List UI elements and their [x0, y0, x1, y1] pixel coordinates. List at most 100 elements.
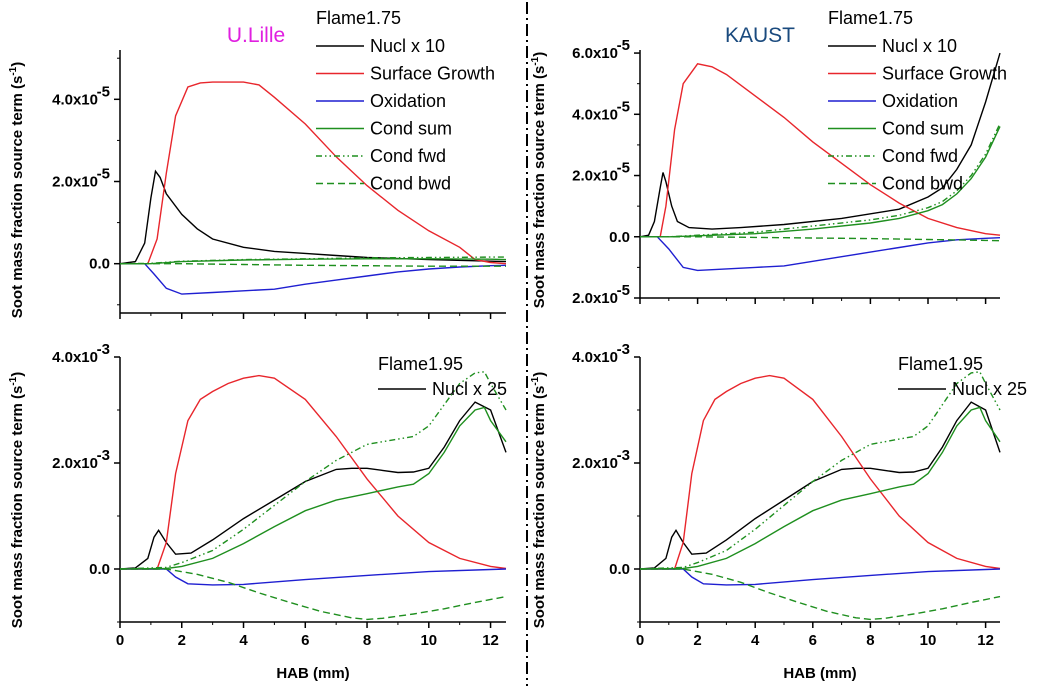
y-axis-label-exponent: -1 [8, 66, 19, 75]
x-tick-label: 0 [116, 632, 124, 649]
y-axis-label-exponent: -1 [8, 376, 19, 385]
y-axis-label-text: Soot mass fraction source term (s [531, 386, 548, 629]
series-line-oxidation [120, 568, 507, 586]
legend: Flame1.95 Nucl x 25 [378, 354, 507, 399]
legend-label: Nucl x 10 [370, 36, 445, 56]
y-axis-label-exponent: -1 [530, 56, 541, 65]
y-tick-label: 0.0 [89, 561, 110, 578]
series-line-oxidation [640, 568, 1001, 586]
x-axis-label: HAB (mm) [783, 665, 856, 682]
legend-label: Cond bwd [882, 174, 963, 194]
y-tick-label: 4.0x10 [52, 91, 98, 108]
series-line-nucl-x-25 [640, 401, 1001, 570]
panel-title: U.Lille [227, 24, 285, 47]
y-tick-exponent: -5 [97, 83, 110, 100]
series-line-cond-fwd [640, 123, 1001, 238]
legend-title: Flame1.95 [378, 354, 463, 374]
y-tick-label: 0.0 [609, 561, 630, 578]
legend-label: Cond fwd [882, 146, 958, 166]
x-tick-label: 10 [920, 632, 937, 649]
y-tick-label: 2.0x10 [572, 455, 618, 472]
series-line-surface-growth [120, 81, 507, 265]
y-tick-label: 0.0 [89, 256, 110, 273]
y-tick-exponent: -5 [617, 37, 630, 54]
y-axis-label: Soot mass fraction source term (s-1) [530, 372, 548, 628]
series-line-surface-growth [640, 63, 1001, 238]
series-line-cond-fwd [120, 256, 506, 265]
y-axis-label-exponent: -1 [530, 376, 541, 385]
y-tick-exponent: -5 [617, 160, 630, 177]
y-tick-exponent: -3 [97, 341, 110, 358]
y-tick-label: 0.0 [609, 229, 630, 246]
legend-label: Nucl x 25 [952, 379, 1027, 399]
x-tick-label: 12 [482, 632, 499, 649]
y-tick-label: 4.0x10 [572, 349, 618, 366]
y-tick-label: 2.0x10 [572, 290, 618, 307]
y-tick-label: 6.0x10 [572, 45, 618, 62]
legend-label: Nucl x 25 [432, 379, 507, 399]
series-line-cond-sum [640, 406, 1001, 570]
legend-label: Cond fwd [370, 146, 446, 166]
y-tick-exponent: -3 [617, 341, 630, 358]
legend-label: Cond bwd [370, 174, 451, 194]
legend-label: Surface Growth [370, 64, 495, 84]
x-tick-label: 4 [751, 632, 760, 649]
y-tick-label: 4.0x10 [52, 349, 98, 366]
y-tick-label: 2.0x10 [52, 455, 98, 472]
legend: Flame1.75 Nucl x 10 Surface Growth Oxidatio… [828, 8, 1007, 194]
series-line-cond-bwd [640, 236, 1001, 242]
series-line-nucl-x-25 [120, 401, 507, 570]
series-line-cond-bwd [120, 263, 506, 267]
series-line-cond-bwd [120, 568, 507, 621]
legend-label: Nucl x 10 [882, 36, 957, 56]
y-tick-label: 2.0x10 [572, 168, 618, 185]
x-tick-label: 6 [301, 632, 309, 649]
series-line-cond-fwd [640, 371, 1001, 570]
x-tick-label: 2 [178, 632, 186, 649]
legend-title: Flame1.75 [316, 8, 401, 28]
y-axis-label-close: ) [531, 372, 548, 377]
legend-label: Cond sum [882, 119, 964, 139]
y-tick-label: 2.0x10 [52, 174, 98, 191]
legend-title: Flame1.75 [828, 8, 913, 28]
y-tick-exponent: -5 [97, 166, 110, 183]
y-axis-label-close: ) [9, 372, 26, 377]
series-line-oxidation [120, 263, 507, 295]
legend-label: Surface Growth [882, 64, 1007, 84]
x-axis-label: HAB (mm) [276, 665, 349, 682]
x-tick-label: 4 [239, 632, 248, 649]
series-line-surface-growth [640, 374, 1001, 570]
y-tick-exponent: -3 [617, 447, 630, 464]
y-axis-label-text: Soot mass fraction source term (s [531, 66, 548, 309]
legend: Flame1.95 Nucl x 25 [898, 354, 1027, 399]
legend-title: Flame1.95 [898, 354, 983, 374]
x-tick-label: 8 [866, 632, 874, 649]
x-tick-label: 10 [420, 632, 437, 649]
y-axis-label-text: Soot mass fraction source term (s [9, 386, 26, 629]
y-tick-label: 4.0x10 [572, 106, 618, 123]
y-tick-exponent: -5 [617, 282, 630, 299]
y-axis-label: Soot mass fraction source term (s-1) [8, 372, 26, 628]
y-axis-label: Soot mass fraction source term (s-1) [530, 52, 548, 308]
series-line-surface-growth [120, 374, 507, 570]
legend: Flame1.75 Nucl x 10 Surface Growth Oxidatio… [316, 8, 495, 194]
legend-label: Oxidation [882, 91, 958, 111]
series-line-oxidation [640, 236, 1001, 272]
y-axis-label-close: ) [531, 52, 548, 57]
series-line-nucl-x-10 [640, 52, 1001, 238]
x-tick-label: 0 [636, 632, 644, 649]
x-tick-label: 12 [977, 632, 994, 649]
legend-label: Oxidation [370, 91, 446, 111]
y-axis-label-text: Soot mass fraction source term (s [9, 76, 26, 319]
y-axis-label: Soot mass fraction source term (s-1) [8, 62, 26, 318]
panel-title: KAUST [725, 24, 795, 47]
chart-panel-2: 2.0x10-50.02.0x10-54.0x10-56.0x10-5Soot … [530, 8, 1007, 308]
y-tick-exponent: -3 [97, 447, 110, 464]
series-line-cond-bwd [640, 568, 1001, 621]
x-tick-label: 6 [809, 632, 817, 649]
x-tick-label: 2 [693, 632, 701, 649]
